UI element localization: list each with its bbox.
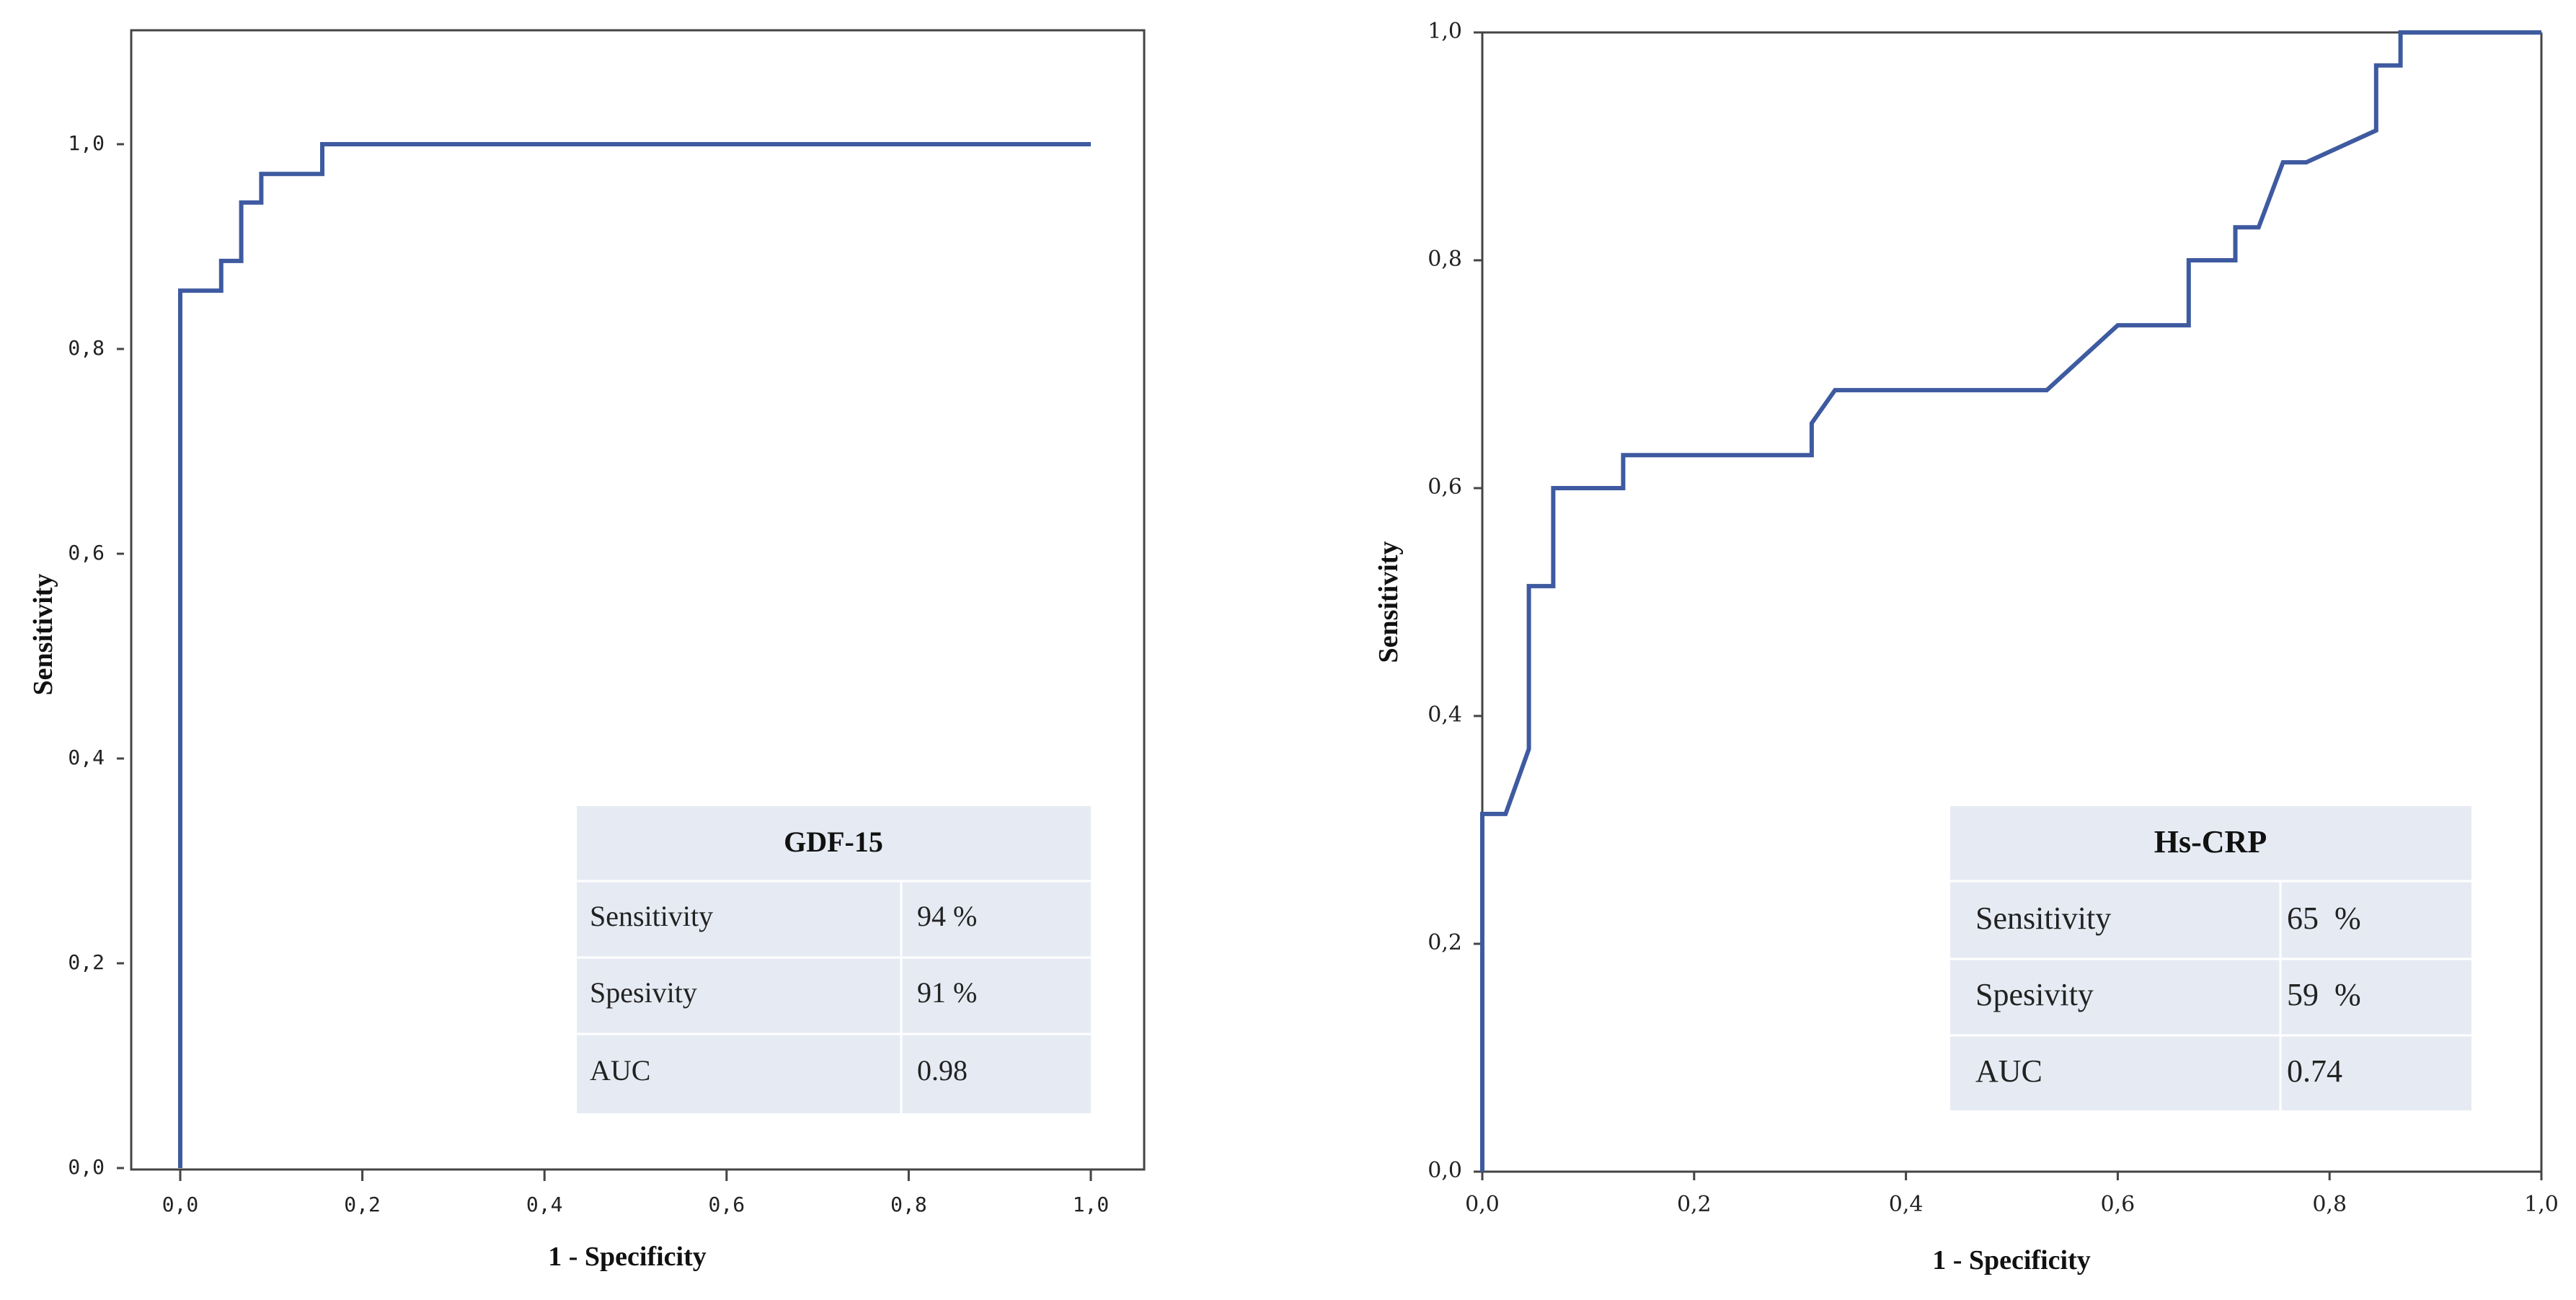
gdf15-plot-frame (130, 29, 1146, 1171)
hscrp-y-tick-label: 0,8 (1428, 247, 1462, 272)
gdf15-sensitivity-value: 94 % (917, 900, 977, 932)
gdf15-roc-curve (178, 142, 1091, 1168)
hscrp-auc-value: 0.74 (2287, 1053, 2342, 1089)
hscrp-roc-curve (1480, 30, 2541, 1172)
gdf15-x-tick-label: 1,0 (1073, 1193, 1110, 1216)
hscrp-table-title: Hs-CRP (2154, 824, 2267, 859)
gdf15-x-tick-label: 0,6 (709, 1193, 745, 1216)
gdf15-y-axis-title: Sensitivity (28, 574, 58, 696)
hscrp-y-tick-label: 0,4 (1428, 702, 1462, 728)
hscrp-x-tick-label: 0,0 (1465, 1192, 1500, 1217)
gdf15-x-tick-label: 0,8 (890, 1193, 927, 1216)
hscrp-y-axis-title: Sensitivity (1373, 541, 1404, 663)
hscrp-stats-table: Hs-CRP Sensitivity 65 % Spesivity 59 % A… (1950, 806, 2471, 1110)
gdf15-y-tick-label: 0,6 (68, 541, 105, 565)
gdf15-y-axis: 0,0 0,2 0,4 0,6 0,8 1,0 (68, 131, 124, 1179)
gdf15-stats-table: GDF-15 Sensitivity 94 % Spesivity 91 % A… (577, 806, 1091, 1113)
hscrp-x-tick-label: 0,6 (2101, 1192, 2135, 1217)
gdf15-spesivity-label: Spesivity (590, 976, 697, 1009)
gdf15-y-tick-label: 0,8 (68, 336, 105, 360)
hscrp-x-tick-label: 0,2 (1677, 1192, 1712, 1217)
gdf15-y-tick-label: 0,0 (68, 1155, 105, 1179)
gdf15-x-tick-label: 0,4 (526, 1193, 563, 1216)
hscrp-spesivity-label: Spesivity (1975, 977, 2094, 1012)
hscrp-y-axis: 0,0 0,2 0,4 0,6 0,8 1,0 (1428, 19, 1482, 1183)
gdf15-panel: 0,0 0,2 0,4 0,6 0,8 1,0 0,0 0,2 0,4 0,6 0,8 1,0 GD… (28, 29, 1146, 1272)
hscrp-auc-label: AUC (1975, 1053, 2042, 1089)
gdf15-x-axis-title: 1 - Specificity (548, 1242, 707, 1272)
hscrp-sensitivity-label: Sensitivity (1975, 901, 2111, 936)
gdf15-spesivity-value: 91 % (917, 976, 977, 1009)
gdf15-x-tick-label: 0,0 (162, 1193, 199, 1216)
hscrp-panel: 0,0 0,2 0,4 0,6 0,8 1,0 0,0 0,2 0,4 0,6 0,8 1,0 Hs… (1373, 19, 2559, 1275)
gdf15-x-tick-label: 0,2 (344, 1193, 381, 1216)
hscrp-y-tick-label: 0,2 (1428, 930, 1462, 955)
gdf15-table-title: GDF-15 (784, 826, 883, 858)
gdf15-y-tick-label: 0,4 (68, 746, 105, 769)
hscrp-x-tick-label: 0,4 (1889, 1192, 1924, 1217)
hscrp-spesivity-value: 59 % (2287, 977, 2361, 1012)
hscrp-y-tick-label: 0,0 (1428, 1158, 1462, 1183)
hscrp-x-tick-label: 1,0 (2524, 1192, 2559, 1217)
gdf15-auc-label: AUC (590, 1054, 650, 1087)
gdf15-y-tick-label: 0,2 (68, 950, 105, 974)
gdf15-table-background (577, 806, 1091, 1113)
gdf15-x-axis: 0,0 0,2 0,4 0,6 0,8 1,0 (162, 1169, 1110, 1216)
hscrp-x-axis: 0,0 0,2 0,4 0,6 0,8 1,0 (1465, 1172, 2559, 1217)
hscrp-x-tick-label: 0,8 (2312, 1192, 2347, 1217)
gdf15-sensitivity-label: Sensitivity (590, 900, 713, 932)
gdf15-y-tick-label: 1,0 (68, 131, 105, 155)
hscrp-y-tick-label: 1,0 (1428, 19, 1462, 44)
gdf15-auc-value: 0.98 (917, 1054, 968, 1087)
hscrp-y-tick-label: 0,6 (1428, 474, 1462, 500)
hscrp-sensitivity-value: 65 % (2287, 901, 2361, 936)
hscrp-x-axis-title: 1 - Specificity (1932, 1245, 2091, 1275)
